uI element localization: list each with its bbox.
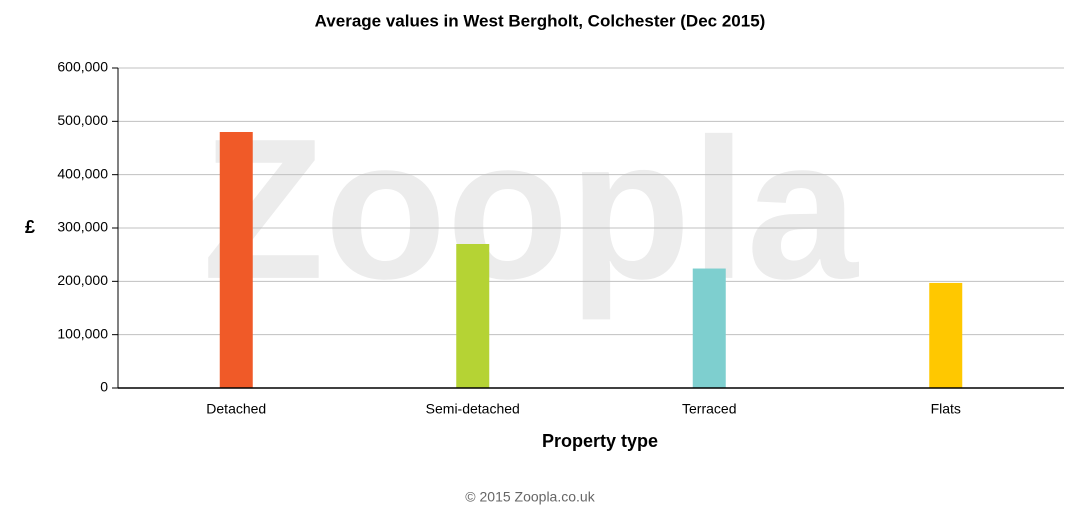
y-tick-label: 100,000 <box>57 325 108 341</box>
bar <box>929 282 963 388</box>
y-tick-label: 400,000 <box>57 165 108 181</box>
watermark: Zoopla <box>202 98 859 321</box>
y-axis-title: £ <box>25 217 35 237</box>
x-tick-label: Flats <box>931 401 961 417</box>
bar <box>692 268 726 388</box>
y-tick-label: 600,000 <box>57 59 108 75</box>
chart-title: Average values in West Bergholt, Colches… <box>315 11 766 30</box>
x-tick-label: Detached <box>206 401 266 417</box>
footer: © 2015 Zoopla.co.uk <box>465 489 595 505</box>
bar <box>219 132 253 388</box>
bar <box>456 244 490 388</box>
x-tick-label: Terraced <box>682 401 736 417</box>
y-tick-label: 200,000 <box>57 272 108 288</box>
x-tick-label: Semi-detached <box>426 401 520 417</box>
x-axis-title: Property type <box>542 431 658 451</box>
y-tick-label: 0 <box>100 379 108 395</box>
y-tick-label: 300,000 <box>57 219 108 235</box>
y-tick-label: 500,000 <box>57 112 108 128</box>
